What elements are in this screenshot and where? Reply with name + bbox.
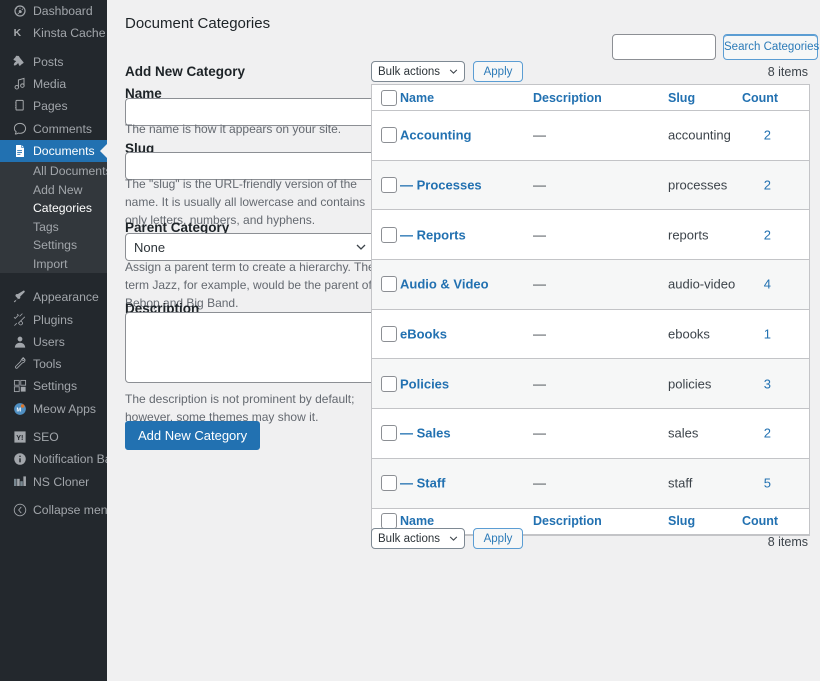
svg-text:K: K (14, 29, 22, 40)
svg-text:M: M (17, 407, 22, 413)
svg-text:Y!: Y! (16, 433, 23, 442)
